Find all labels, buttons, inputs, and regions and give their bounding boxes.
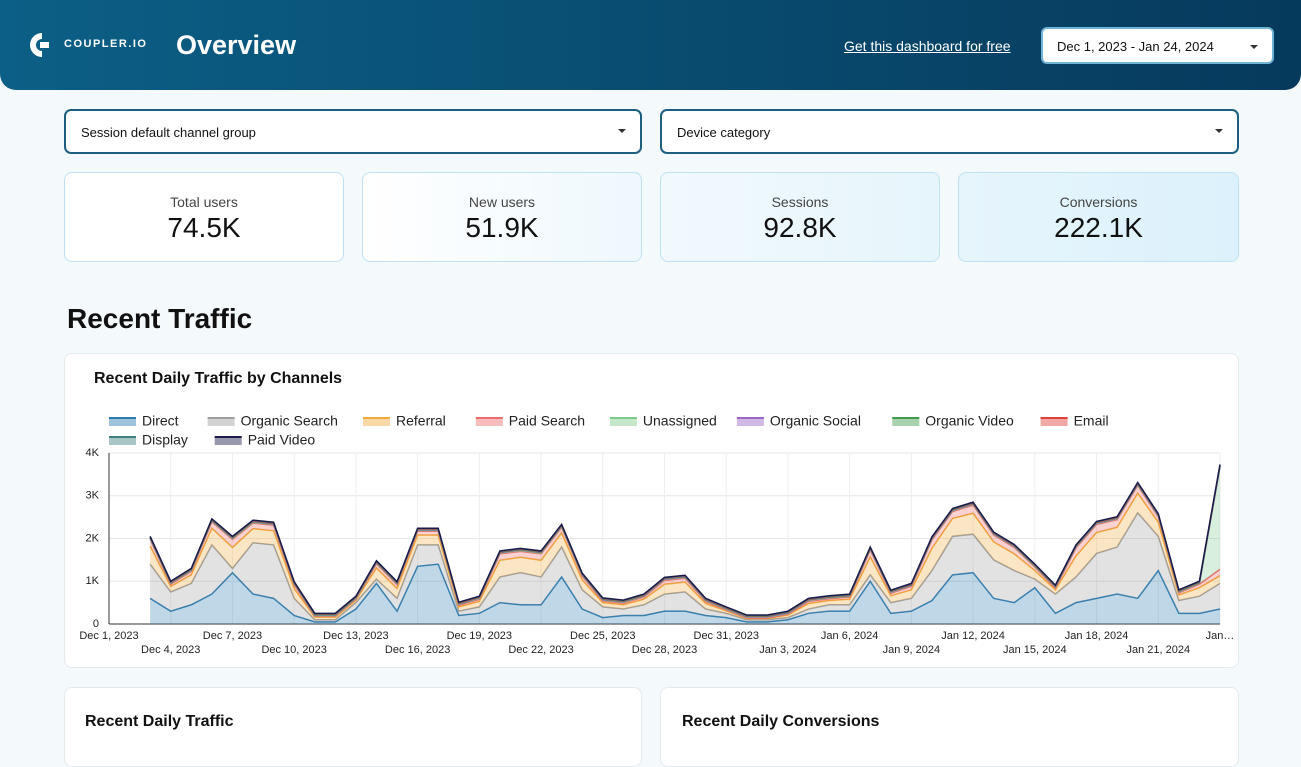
y-tick-label: 3K — [86, 490, 100, 502]
header: COUPLER.IO Overview Get this dashboard f… — [0, 0, 1301, 90]
x-tick-label: Dec 4, 2023 — [141, 644, 200, 656]
area — [150, 493, 1220, 620]
x-tick-label: Jan 15, 2024 — [1003, 644, 1067, 656]
filter-label: Device category — [677, 125, 771, 140]
legend-swatch — [609, 418, 637, 426]
legend-swatch — [475, 418, 503, 426]
legend-swatch — [109, 418, 136, 426]
legend-label: Display — [142, 432, 188, 448]
area — [150, 564, 1220, 624]
x-tick-label: Dec 10, 2023 — [261, 644, 326, 656]
y-tick-label: 4K — [86, 447, 100, 459]
kpi-label: New users — [468, 194, 536, 210]
area — [150, 512, 1220, 622]
x-tick-label: Jan 3, 2024 — [759, 644, 817, 656]
kpi-label: Sessions — [771, 194, 829, 210]
chart-card: Recent Daily Traffic by Channels — [64, 353, 1239, 668]
x-tick-label: Dec 16, 2023 — [385, 644, 450, 656]
legend-label: Unassigned — [643, 413, 717, 429]
legend-swatch — [214, 437, 242, 445]
x-tick-label: Dec 28, 2023 — [632, 644, 697, 656]
x-tick-label: Jan 9, 2024 — [883, 644, 941, 656]
kpi-label: Total users — [170, 194, 238, 210]
card-title: Recent Daily Traffic — [85, 713, 234, 730]
section-title: Recent Traffic — [67, 303, 253, 334]
legend-swatch — [892, 418, 920, 426]
legend-swatch — [109, 437, 136, 445]
legend-label: Referral — [396, 413, 446, 429]
x-tick-label: Dec 13, 2023 — [323, 630, 388, 642]
area-line — [149, 511, 1221, 621]
kpi-card: Total users 74.5K — [64, 172, 344, 262]
kpi-value: 74.5K — [167, 212, 241, 243]
x-tick-label: Jan 6, 2024 — [821, 630, 879, 642]
page-title: Overview — [176, 30, 297, 60]
area-line — [149, 491, 1221, 620]
legend-label: Organic Video — [925, 413, 1014, 429]
x-tick-label: Jan… — [1206, 630, 1235, 642]
cta-link[interactable]: Get this dashboard for free — [844, 38, 1011, 54]
x-tick-label: Jan 12, 2024 — [941, 630, 1005, 642]
chart-title: Recent Daily Traffic by Channels — [94, 370, 343, 387]
logo — [30, 33, 49, 57]
y-tick-label: 1K — [86, 575, 100, 587]
x-tick-label: Dec 7, 2023 — [203, 630, 262, 642]
card-title: Recent Daily Conversions — [682, 713, 880, 730]
area-line — [149, 563, 1221, 623]
legend-label: Direct — [142, 413, 179, 429]
kpi-card: Conversions 222.1K — [958, 172, 1239, 262]
kpi-card: Sessions 92.8K — [660, 172, 940, 262]
legend-label: Organic Social — [770, 413, 861, 429]
y-tick-label: 2K — [86, 532, 100, 544]
x-tick-label: Jan 21, 2024 — [1126, 644, 1190, 656]
legend-swatch — [363, 418, 390, 426]
x-tick-label: Dec 22, 2023 — [508, 644, 573, 656]
legend-swatch — [1040, 418, 1068, 426]
kpi-value: 222.1K — [1054, 212, 1143, 243]
x-tick-label: Dec 19, 2023 — [447, 630, 512, 642]
filter-label: Session default channel group — [81, 125, 256, 140]
legend-label: Paid Search — [509, 413, 585, 429]
x-tick-label: Dec 25, 2023 — [570, 630, 635, 642]
x-tick-label: Dec 1, 2023 — [79, 630, 138, 642]
kpi-card: New users 51.9K — [362, 172, 642, 262]
legend-label: Email — [1074, 413, 1109, 429]
area-line — [149, 464, 1221, 616]
legend-swatch — [736, 418, 764, 426]
legend-label: Paid Video — [248, 432, 316, 448]
kpi-value: 51.9K — [465, 212, 539, 243]
legend-label: Organic Search — [241, 413, 338, 429]
filter-dropdown[interactable]: Session default channel group — [64, 109, 642, 154]
x-tick-label: Dec 31, 2023 — [694, 630, 759, 642]
x-tick-label: Jan 18, 2024 — [1065, 630, 1129, 642]
brand: COUPLER.IO — [64, 38, 148, 50]
filter-dropdown[interactable]: Device category — [660, 109, 1239, 154]
kpi-value: 92.8K — [763, 212, 837, 243]
date-picker[interactable]: Dec 1, 2023 - Jan 24, 2024 — [1041, 27, 1274, 64]
kpi-label: Conversions — [1059, 194, 1138, 210]
legend-swatch — [207, 418, 235, 426]
y-tick-label: 0 — [93, 618, 99, 630]
date-range: Dec 1, 2023 - Jan 24, 2024 — [1057, 39, 1214, 54]
